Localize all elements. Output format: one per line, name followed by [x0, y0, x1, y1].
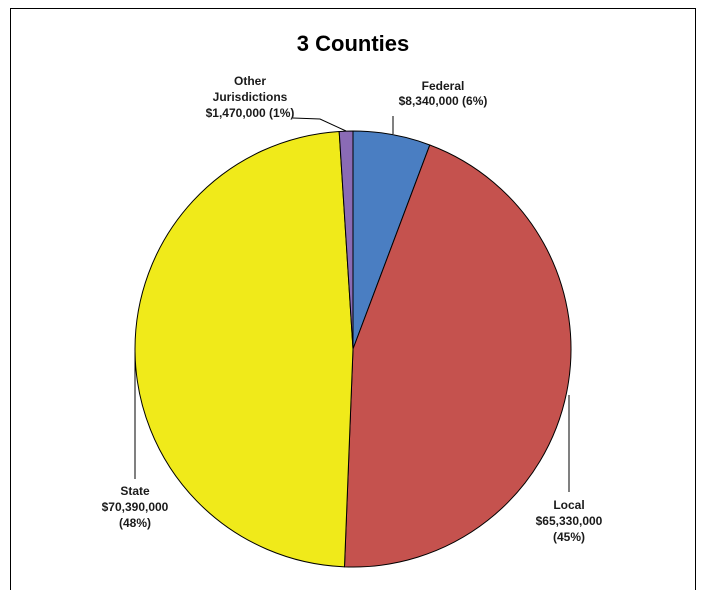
slice-label-line: $65,330,000	[536, 514, 603, 528]
slice-label-line: $8,340,000 (6%)	[399, 94, 488, 108]
slice-label-line: $1,470,000 (1%)	[206, 106, 295, 120]
slice-label-line: State	[120, 484, 150, 498]
slice-label-line: Jurisdictions	[213, 90, 288, 104]
leader-line-other-jurisdictions	[292, 117, 347, 132]
slice-label-federal: Federal $8,340,000 (6%)	[399, 79, 488, 108]
slice-label-other-jurisdictions: Other Jurisdictions $1,470,000 (1%)	[206, 74, 295, 120]
slice-label-line: (48%)	[119, 516, 151, 530]
slice-label-local: Local $65,330,000 (45%)	[536, 498, 603, 544]
slice-label-line: Other	[234, 74, 266, 88]
chart-title: 3 Counties	[296, 31, 410, 56]
slice-label-state: State $70,390,000 (48%)	[102, 484, 169, 530]
slice-label-line: Federal	[422, 79, 465, 93]
slice-label-line: Local	[553, 498, 584, 512]
pie-slice-local	[343, 144, 572, 568]
chart-frame: 3 Counties	[10, 8, 696, 590]
pie-slice-state	[134, 130, 354, 568]
slice-labels: Federal $8,340,000 (6%) Local $65,330,000 (4…	[102, 74, 603, 544]
pie-slices	[134, 130, 572, 568]
leader-lines	[134, 116, 570, 492]
slice-label-line: $70,390,000	[102, 500, 169, 514]
pie-slice-other-jurisdictions	[338, 130, 354, 350]
slice-label-line: (45%)	[553, 530, 585, 544]
